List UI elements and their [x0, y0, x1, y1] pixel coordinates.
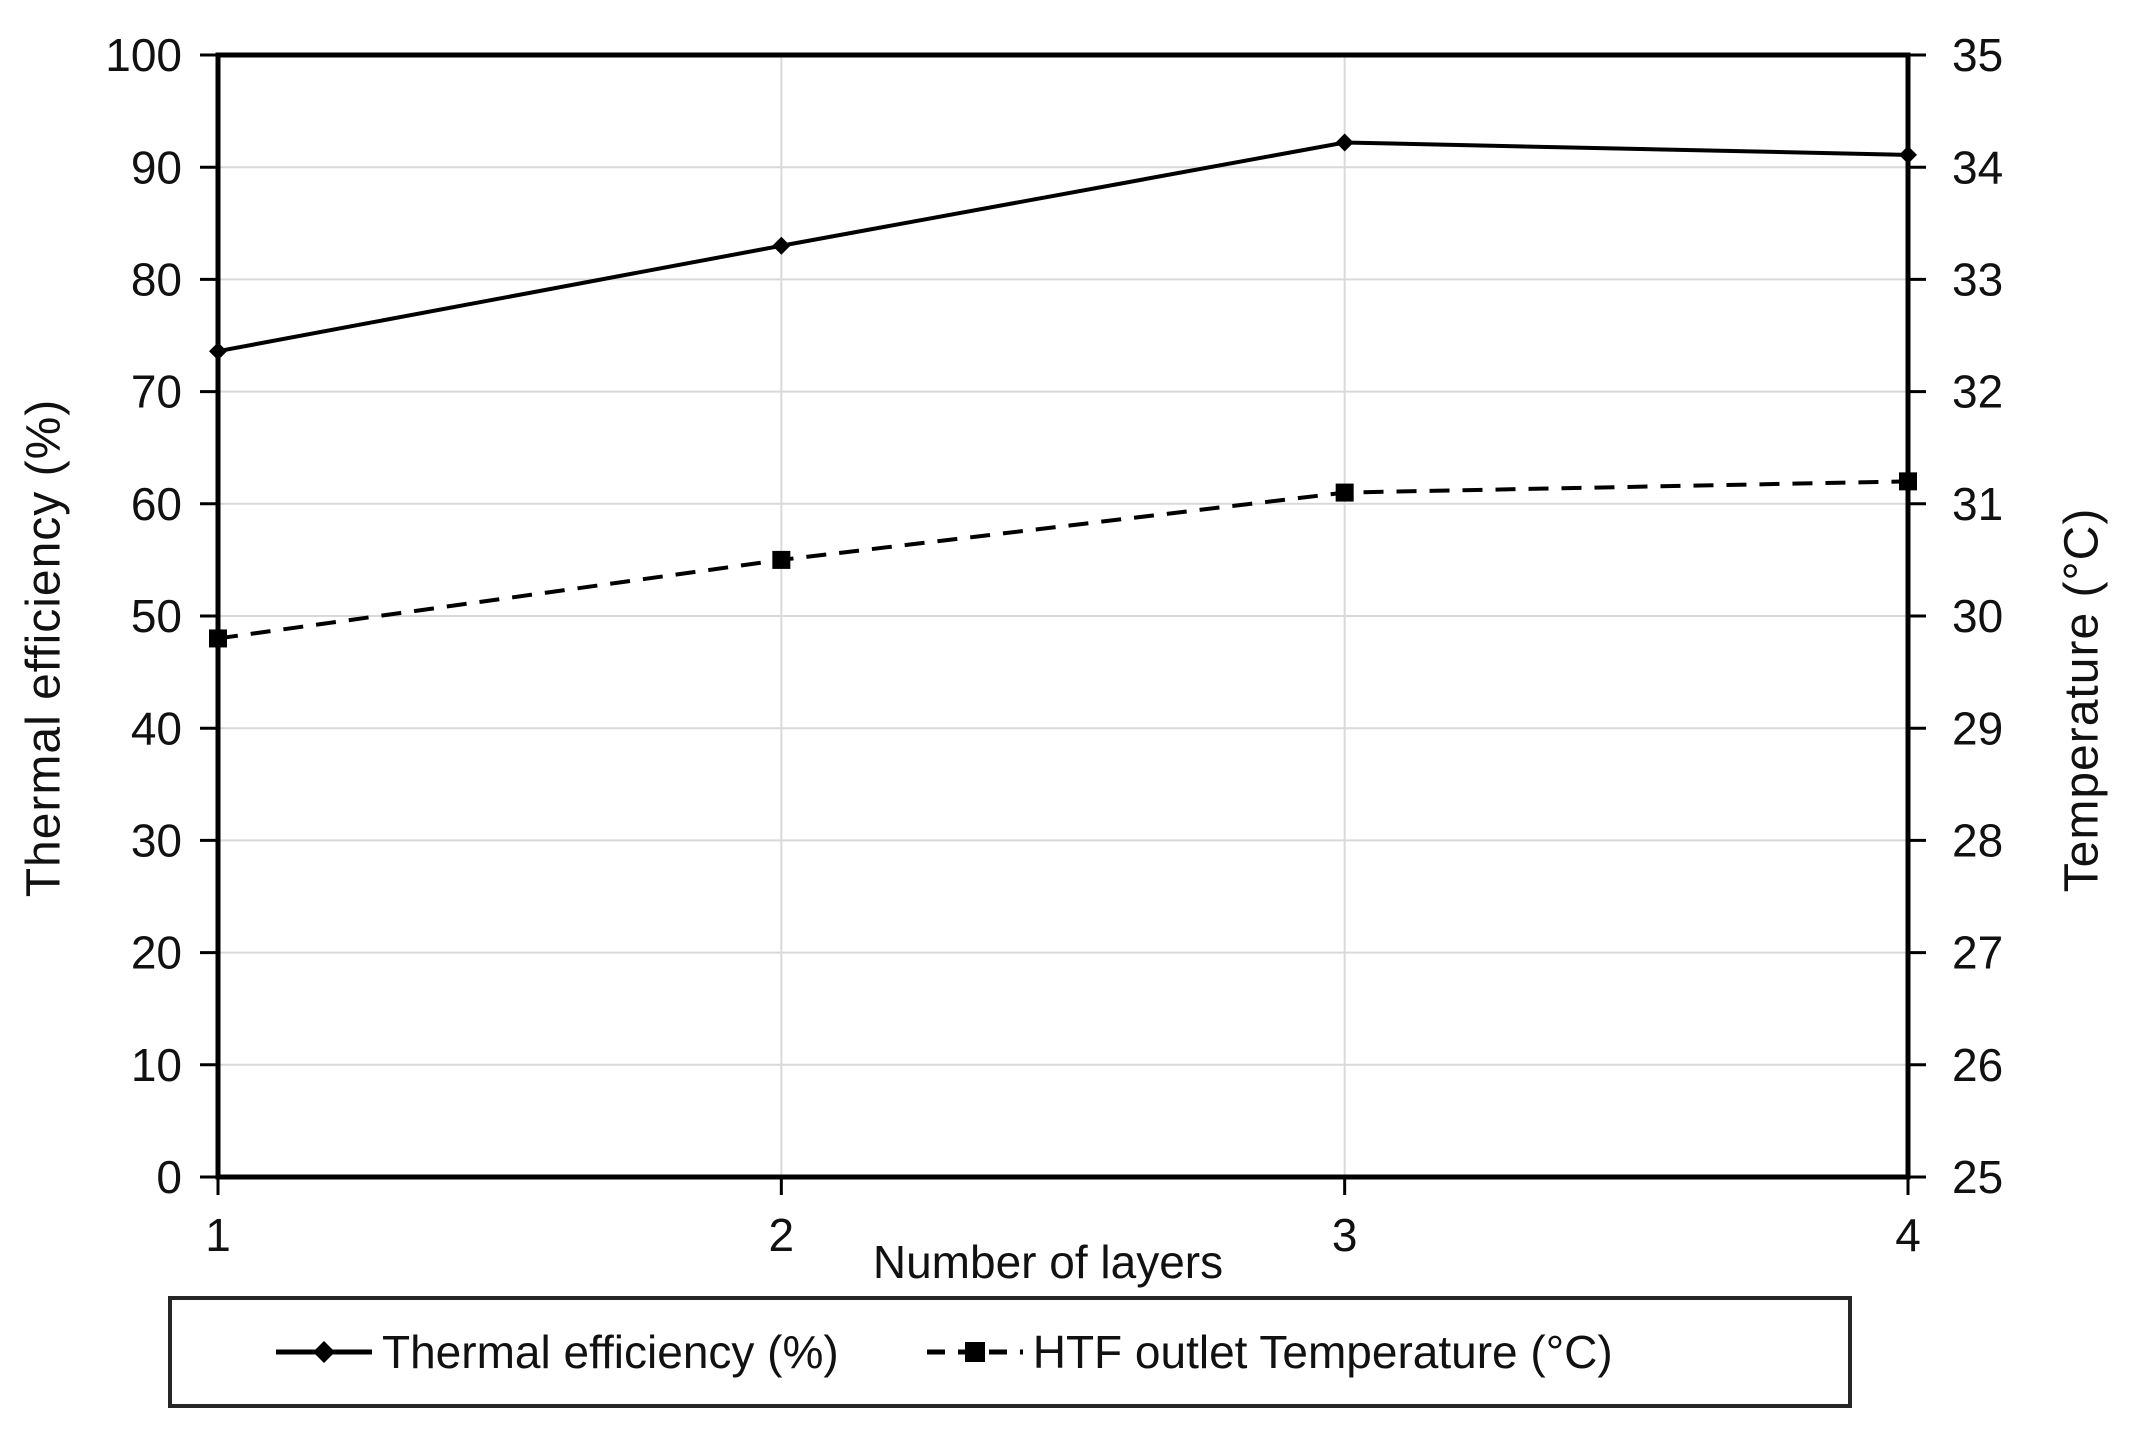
right-tick-label: 30 [1952, 590, 2003, 642]
x-tick-label: 3 [1332, 1209, 1358, 1261]
left-tick-label: 0 [156, 1151, 182, 1203]
legend-item-htf-outlet-temperature: HTF outlet Temperature (°C) [926, 1325, 1613, 1379]
solid-line-diamond-marker-icon [276, 1341, 372, 1363]
right-tick-label: 34 [1952, 141, 2003, 193]
diamond-marker [1899, 145, 1917, 164]
legend-label: HTF outlet Temperature (°C) [1032, 1326, 1613, 1378]
left-tick-label: 80 [131, 254, 182, 306]
right-tick-label: 27 [1952, 927, 2003, 979]
right-tick-label: 25 [1952, 1151, 2003, 1203]
right-tick-label: 29 [1952, 702, 2003, 754]
legend-item-thermal-efficiency: Thermal efficiency (%) [276, 1325, 839, 1379]
right-tick-label: 35 [1952, 29, 2003, 81]
left-axis-title: Thermal efficiency (%) [17, 398, 71, 898]
diamond-marker [1335, 133, 1354, 152]
x-tick-label: 2 [769, 1209, 795, 1261]
series-line-0 [217, 140, 1909, 354]
left-tick-label: 90 [131, 141, 182, 193]
diamond-marker [209, 342, 227, 361]
left-tick-label: 30 [131, 815, 182, 867]
left-tick-label: 60 [131, 478, 182, 530]
x-axis-title: Number of layers [872, 1236, 1224, 1288]
x-tick-label: 1 [205, 1209, 231, 1261]
right-tick-label: 32 [1952, 366, 2003, 418]
right-tick-label: 31 [1952, 478, 2003, 530]
dashed-line-square-marker-icon [926, 1342, 1023, 1362]
right-tick-label: 28 [1952, 815, 2003, 867]
square-marker [1899, 472, 1917, 491]
square-marker [209, 629, 227, 648]
x-tick-label: 4 [1895, 1209, 1921, 1261]
series-line-1 [217, 479, 1909, 641]
left-tick-label: 10 [131, 1039, 182, 1091]
right-axis-title: Temperature (°C) [2055, 507, 2109, 893]
left-tick-label: 50 [131, 590, 182, 642]
right-tick-label: 26 [1952, 1039, 2003, 1091]
left-tick-label: 40 [131, 702, 182, 754]
left-tick-label: 100 [105, 29, 182, 81]
diamond-marker [772, 236, 791, 255]
legend-label: Thermal efficiency (%) [382, 1326, 839, 1378]
left-tick-label: 20 [131, 927, 182, 979]
square-marker [1335, 483, 1354, 502]
right-tick-label: 33 [1952, 254, 2003, 306]
left-tick-label: 70 [131, 366, 182, 418]
square-marker [772, 550, 791, 569]
legend: Thermal efficiency (%) HTF outlet Temper… [168, 1296, 1852, 1408]
